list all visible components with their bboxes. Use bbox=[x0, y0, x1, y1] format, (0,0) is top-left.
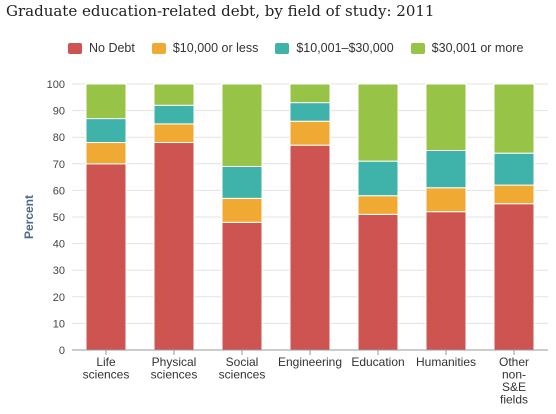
legend-swatch bbox=[410, 42, 425, 54]
bar-segment-10-001-30-000 bbox=[85, 118, 127, 144]
bar-segment-10-001-30-000 bbox=[221, 165, 263, 199]
legend: No Debt $10,000 or less $10,001–$30,000 … bbox=[68, 40, 540, 56]
x-tick-label: Physical bbox=[152, 355, 197, 369]
bar-segment-no-debt bbox=[289, 144, 331, 351]
legend-label: $10,001–$30,000 bbox=[296, 41, 394, 55]
x-tick-label: S&E bbox=[502, 380, 526, 394]
y-tick-label: 50 bbox=[53, 212, 65, 224]
bar-segment-10-001-30-000 bbox=[493, 152, 535, 186]
bar-segment-10-001-30-000 bbox=[425, 150, 467, 189]
x-tick-label: sciences bbox=[219, 368, 266, 382]
bar-segment-10-000-or-less bbox=[153, 123, 195, 144]
legend-label: No Debt bbox=[89, 41, 135, 55]
y-tick-label: 90 bbox=[53, 106, 65, 118]
bar-segment-10-000-or-less bbox=[357, 195, 399, 215]
x-tick-label: Life bbox=[96, 355, 116, 369]
x-tick-label: non- bbox=[502, 368, 526, 382]
x-tick-label: Education bbox=[351, 355, 404, 369]
bar-segment-10-000-or-less bbox=[493, 184, 535, 205]
bar-segment-10-000-or-less bbox=[85, 142, 127, 165]
x-tick-label: fields bbox=[500, 393, 528, 407]
y-tick-label: 70 bbox=[53, 159, 65, 171]
legend-item-10001-30000[interactable]: $10,001–$30,000 bbox=[275, 41, 394, 55]
bar-segment-30-001-or-more bbox=[85, 83, 127, 120]
y-tick-label: 30 bbox=[53, 265, 65, 277]
legend-swatch bbox=[151, 42, 166, 54]
y-tick-label: 0 bbox=[59, 345, 65, 357]
chart-title: Graduate education-related debt, by fiel… bbox=[6, 2, 435, 20]
y-tick-label: 60 bbox=[53, 185, 65, 197]
bar-segment-no-debt bbox=[493, 203, 535, 351]
bar-segment-10-000-or-less bbox=[289, 120, 331, 146]
bar-segment-30-001-or-more bbox=[289, 83, 331, 104]
legend-item-30001-or-more[interactable]: $30,001 or more bbox=[410, 41, 524, 55]
bar-segment-30-001-or-more bbox=[153, 83, 195, 106]
bar-segment-30-001-or-more bbox=[493, 83, 535, 154]
y-tick-label: 40 bbox=[53, 239, 65, 251]
legend-item-10000-or-less[interactable]: $10,000 or less bbox=[151, 41, 259, 55]
x-tick-label: Other bbox=[499, 355, 529, 369]
legend-label: $10,000 or less bbox=[172, 41, 259, 55]
legend-swatch bbox=[275, 42, 290, 54]
bar-segment-30-001-or-more bbox=[357, 83, 399, 162]
x-tick-label: sciences bbox=[151, 368, 198, 382]
bar-segment-no-debt bbox=[425, 211, 467, 351]
legend-swatch bbox=[68, 42, 82, 54]
y-tick-label: 80 bbox=[53, 132, 65, 144]
bar-segment-10-001-30-000 bbox=[357, 160, 399, 197]
x-tick-label: Engineering bbox=[278, 355, 342, 369]
x-tick-label: Social bbox=[226, 355, 259, 369]
legend-label: $30,001 or more bbox=[431, 41, 524, 55]
bar-segment-10-001-30-000 bbox=[153, 104, 195, 125]
bar-segment-no-debt bbox=[357, 213, 399, 351]
bar-segment-10-000-or-less bbox=[425, 187, 467, 213]
y-tick-label: 20 bbox=[53, 292, 65, 304]
bar-segment-30-001-or-more bbox=[221, 83, 263, 167]
x-tick-label: Humanities bbox=[416, 355, 476, 369]
bar-segment-30-001-or-more bbox=[425, 83, 467, 151]
y-axis-label: Percent bbox=[22, 195, 36, 239]
y-tick-label: 100 bbox=[47, 79, 65, 91]
y-tick-label: 10 bbox=[53, 318, 65, 330]
bar-segment-10-001-30-000 bbox=[289, 102, 331, 122]
x-tick-label: sciences bbox=[83, 368, 130, 382]
bar-segment-10-000-or-less bbox=[221, 197, 263, 223]
bar-segment-no-debt bbox=[85, 163, 127, 351]
bar-segment-no-debt bbox=[153, 142, 195, 351]
legend-item-no-debt[interactable]: No Debt bbox=[68, 41, 135, 55]
bar-segment-no-debt bbox=[221, 221, 263, 351]
